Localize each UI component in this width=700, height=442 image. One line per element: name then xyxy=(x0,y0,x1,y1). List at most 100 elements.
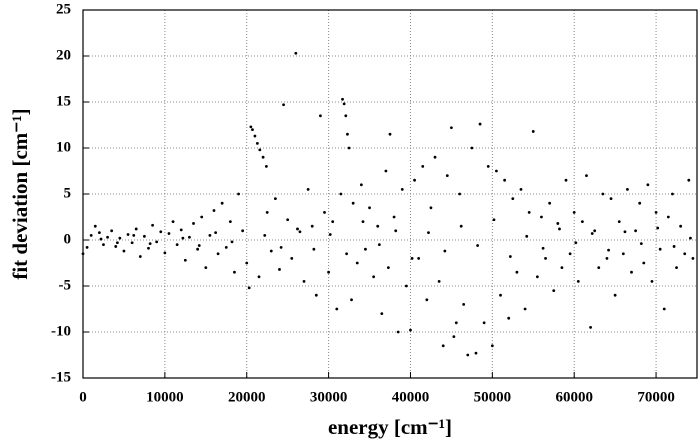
point xyxy=(572,211,576,214)
point xyxy=(443,249,447,253)
point xyxy=(310,224,314,228)
x-tick-label: 70000 xyxy=(637,389,675,405)
point xyxy=(541,246,545,250)
point xyxy=(675,266,678,269)
point xyxy=(331,220,335,224)
point xyxy=(85,245,89,249)
point xyxy=(106,235,109,239)
point xyxy=(183,258,187,262)
point xyxy=(130,241,134,245)
point xyxy=(181,236,185,240)
point xyxy=(89,234,93,237)
point xyxy=(601,192,605,196)
point xyxy=(263,234,267,237)
point xyxy=(167,232,171,235)
point xyxy=(535,275,539,279)
point xyxy=(327,270,330,274)
point xyxy=(495,169,498,173)
point xyxy=(346,132,349,136)
point xyxy=(388,132,392,136)
point xyxy=(556,222,560,225)
point xyxy=(490,344,494,348)
point xyxy=(302,280,306,283)
point xyxy=(97,231,101,235)
point xyxy=(377,243,381,247)
point xyxy=(679,224,683,228)
point xyxy=(342,102,346,106)
point xyxy=(233,270,236,274)
x-tick-label: 60000 xyxy=(555,389,593,405)
point xyxy=(642,261,646,265)
point xyxy=(568,252,572,256)
point xyxy=(638,201,642,205)
point xyxy=(564,178,568,182)
point xyxy=(589,326,592,329)
point xyxy=(118,236,122,240)
plot-frame xyxy=(82,9,698,379)
y-tick-label: 15 xyxy=(56,93,71,109)
point xyxy=(646,183,650,187)
point xyxy=(151,223,154,227)
point xyxy=(425,298,429,302)
point xyxy=(499,293,502,297)
point xyxy=(394,229,398,233)
point xyxy=(143,234,146,238)
point xyxy=(171,220,175,224)
point xyxy=(319,114,322,118)
point xyxy=(335,307,339,311)
point xyxy=(163,251,167,255)
y-axis-label: fit deviation [cm⁻¹] xyxy=(8,108,32,279)
point xyxy=(687,178,691,182)
point xyxy=(341,97,344,101)
point xyxy=(482,321,486,325)
point xyxy=(245,261,249,265)
point xyxy=(237,192,240,196)
point xyxy=(99,237,103,241)
point xyxy=(607,248,610,252)
point xyxy=(605,257,609,260)
point xyxy=(476,244,479,247)
point xyxy=(590,232,594,235)
point xyxy=(347,146,351,150)
point xyxy=(626,188,629,191)
point xyxy=(392,215,396,219)
x-tick-label: 40000 xyxy=(392,389,430,405)
point xyxy=(122,249,126,253)
point xyxy=(204,266,208,269)
point xyxy=(574,241,578,245)
point xyxy=(134,227,138,231)
point xyxy=(396,330,400,334)
y-tick-label: -15 xyxy=(51,369,71,385)
point xyxy=(258,148,262,152)
point xyxy=(328,233,332,236)
y-tick-label: -5 xyxy=(59,277,72,293)
y-tick-label: 20 xyxy=(56,47,71,63)
point xyxy=(450,126,453,130)
point xyxy=(558,227,561,231)
y-tick-label: 25 xyxy=(56,1,71,17)
point xyxy=(452,335,456,338)
point xyxy=(409,328,412,332)
point xyxy=(386,266,390,269)
point xyxy=(666,215,670,219)
point xyxy=(433,155,437,159)
point xyxy=(486,165,490,168)
point xyxy=(580,220,584,224)
point xyxy=(458,192,461,196)
point xyxy=(298,230,302,234)
point xyxy=(585,174,588,178)
point xyxy=(623,230,627,234)
point xyxy=(683,252,687,256)
point xyxy=(552,289,556,292)
point xyxy=(359,183,363,187)
point xyxy=(314,293,318,297)
x-tick-label: 20000 xyxy=(228,389,266,405)
point xyxy=(404,284,408,288)
point xyxy=(269,249,273,253)
point xyxy=(344,114,348,118)
y-tick-label: -10 xyxy=(51,323,71,339)
point xyxy=(251,128,254,132)
x-tick-label: 50000 xyxy=(474,389,512,405)
point xyxy=(413,178,416,182)
point xyxy=(345,252,349,256)
